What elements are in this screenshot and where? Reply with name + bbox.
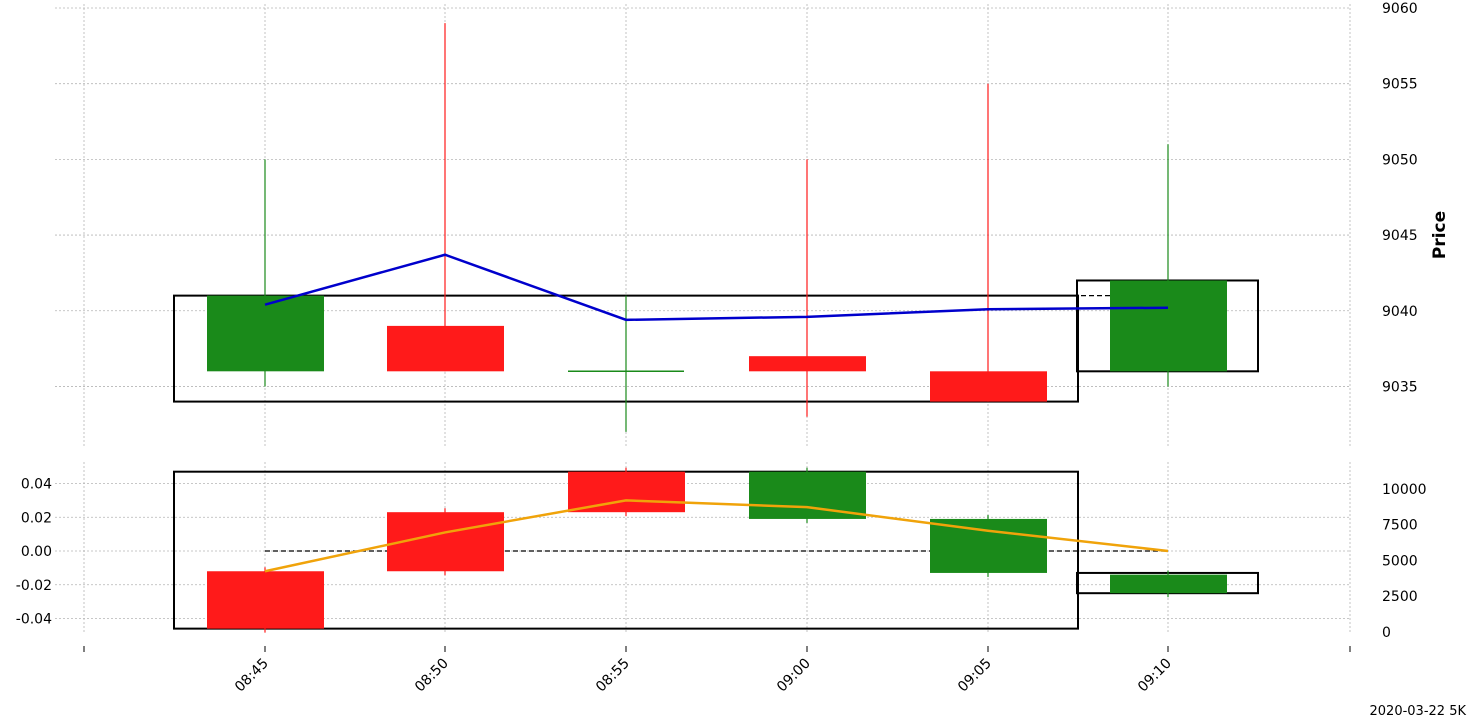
price-tick-label: 9060 <box>1382 1 1418 17</box>
price-tick-label: 9035 <box>1382 379 1418 395</box>
right-tick-label: 2500 <box>1382 589 1418 605</box>
candle-body <box>207 295 324 372</box>
volume-bar <box>568 471 685 513</box>
price-panel: 9035 9040 9045 9050 9055 9060 <box>173 1 1418 432</box>
right-tick-label: 0 <box>1382 625 1391 641</box>
left-tick-label: 0.04 <box>21 477 52 493</box>
price-tick-label: 9055 <box>1382 77 1418 93</box>
average-line <box>264 253 1169 322</box>
right-tick-label: 10000 <box>1382 482 1427 498</box>
chart-footer: 2020-03-22 5K <box>1369 704 1466 719</box>
left-tick-label: -0.04 <box>16 612 52 628</box>
volume-bar <box>1110 574 1227 594</box>
x-tick-label: 08:55 <box>593 656 633 696</box>
x-tick-label: 08:50 <box>412 656 452 696</box>
x-tick-label: 08:45 <box>232 656 272 696</box>
left-tick-label: -0.02 <box>16 578 52 594</box>
left-tick-label: 0.02 <box>21 510 52 526</box>
candle-body <box>930 371 1047 402</box>
price-tick-label: 9040 <box>1382 304 1418 320</box>
left-tick-label: 0.00 <box>21 544 52 560</box>
right-tick-label: 7500 <box>1382 518 1418 534</box>
price-tick-label: 9045 <box>1382 228 1418 244</box>
price-axis-label: Price <box>1430 211 1450 259</box>
x-axis: 08:45 08:50 08:55 09:00 09:05 09:10 <box>83 646 1351 696</box>
volume-panel: 0.04 0.02 0.00 -0.02 -0.04 10000 7500 5000 2500 0 <box>16 467 1427 641</box>
price-tick-label: 9050 <box>1382 152 1418 168</box>
candle-body <box>1110 280 1227 372</box>
volume-line <box>264 499 1169 573</box>
x-tick-label: 09:10 <box>1135 656 1175 696</box>
right-tick-label: 5000 <box>1382 553 1418 569</box>
volume-bar <box>207 571 324 629</box>
volume-bar <box>930 518 1047 573</box>
x-tick-label: 09:05 <box>955 656 995 696</box>
candle-body <box>749 356 866 372</box>
candle-body <box>387 325 504 372</box>
x-tick-label: 09:00 <box>774 656 814 696</box>
